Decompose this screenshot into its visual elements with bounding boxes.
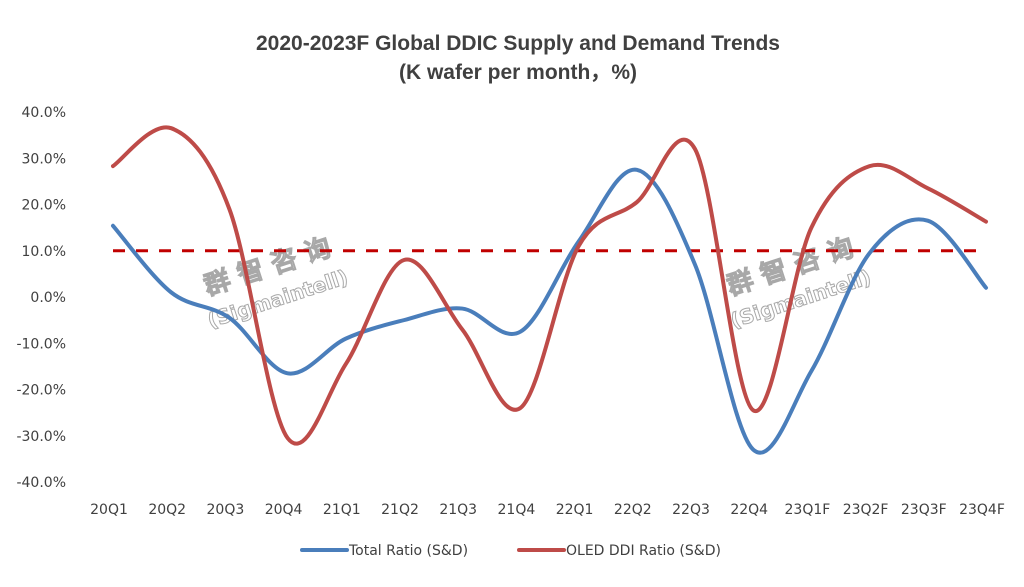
data-point-oled-ddi-ratio-s-d-22q2 xyxy=(635,200,639,204)
data-point-total-ratio-s-d-22q2 xyxy=(635,168,639,172)
data-point-oled-ddi-ratio-s-d-21q1 xyxy=(344,362,348,366)
series-line-oled-ddi-ratio-s-d xyxy=(111,125,988,446)
data-point-oled-ddi-ratio-s-d-23q1f xyxy=(809,226,813,230)
x-tick-label: 21Q4 xyxy=(498,502,536,518)
x-tick-label: 21Q3 xyxy=(439,502,477,518)
x-tick-label: 23Q2F xyxy=(843,502,889,518)
watermark: 群 智 咨 询 (Sigmaintell) xyxy=(199,231,352,333)
data-point-total-ratio-s-d-23q3f xyxy=(926,219,930,223)
data-point-oled-ddi-ratio-s-d-21q4 xyxy=(518,406,522,410)
data-point-total-ratio-s-d-21q4 xyxy=(518,330,522,334)
y-tick-label: 0.0% xyxy=(30,290,66,306)
data-point-oled-ddi-ratio-s-d-23q3f xyxy=(926,186,930,190)
x-tick-label: 21Q2 xyxy=(381,502,419,518)
data-point-total-ratio-s-d-23q4f xyxy=(984,286,988,290)
legend-label-total-ratio: Total Ratio (S&D) xyxy=(348,543,468,559)
x-axis: 20Q1 20Q2 20Q3 20Q4 21Q1 21Q2 21Q3 21Q4 22Q1 22Q2… xyxy=(90,502,1005,518)
x-tick-label: 20Q4 xyxy=(265,502,303,518)
y-tick-label: 10.0% xyxy=(22,244,66,260)
y-tick-label: 40.0% xyxy=(22,105,66,121)
y-tick-label: -20.0% xyxy=(16,383,66,399)
data-point-total-ratio-s-d-22q4 xyxy=(751,448,755,452)
data-point-oled-ddi-ratio-s-d-23q2f xyxy=(868,164,872,168)
data-point-total-ratio-s-d-21q3 xyxy=(460,307,464,311)
data-point-total-ratio-s-d-20q1 xyxy=(111,224,115,228)
y-tick-label: -40.0% xyxy=(16,475,66,491)
x-tick-label: 22Q4 xyxy=(730,502,768,518)
chart-subtitle: (K wafer per month，%) xyxy=(399,61,637,84)
x-tick-label: 21Q1 xyxy=(323,502,361,518)
data-point-total-ratio-s-d-22q3 xyxy=(693,263,697,267)
x-tick-label: 22Q3 xyxy=(672,502,710,518)
x-tick-label: 23Q4F xyxy=(959,502,1005,518)
series-line-total-ratio-s-d xyxy=(111,167,988,455)
data-point-oled-ddi-ratio-s-d-22q4 xyxy=(751,408,755,412)
x-tick-label: 23Q3F xyxy=(901,502,947,518)
data-point-oled-ddi-ratio-s-d-21q3 xyxy=(460,327,464,331)
data-point-oled-ddi-ratio-s-d-20q1 xyxy=(111,164,115,168)
data-point-oled-ddi-ratio-s-d-23q4f xyxy=(984,220,988,224)
data-point-total-ratio-s-d-23q1f xyxy=(809,369,813,373)
data-point-total-ratio-s-d-21q1 xyxy=(344,337,348,341)
y-tick-label: 30.0% xyxy=(22,151,66,167)
x-tick-label: 22Q1 xyxy=(556,502,594,518)
data-point-oled-ddi-ratio-s-d-21q2 xyxy=(402,258,406,262)
x-tick-label: 23Q1F xyxy=(785,502,831,518)
data-point-total-ratio-s-d-21q2 xyxy=(402,318,406,322)
data-point-total-ratio-s-d-20q2 xyxy=(169,290,173,294)
x-tick-label: 20Q3 xyxy=(207,502,245,518)
chart-title: 2020-2023F Global DDIC Supply and Demand… xyxy=(256,32,780,55)
x-tick-label: 20Q1 xyxy=(90,502,128,518)
data-point-oled-ddi-ratio-s-d-20q2 xyxy=(169,126,173,130)
y-tick-label: -30.0% xyxy=(16,429,66,445)
y-tick-label: 20.0% xyxy=(22,198,66,214)
x-tick-label: 20Q2 xyxy=(148,502,186,518)
data-point-total-ratio-s-d-20q4 xyxy=(286,371,290,375)
series-group xyxy=(111,125,988,455)
data-point-oled-ddi-ratio-s-d-22q1 xyxy=(577,244,581,248)
y-tick-label: -10.0% xyxy=(16,336,66,352)
data-point-oled-ddi-ratio-s-d-20q3 xyxy=(227,207,231,211)
data-point-total-ratio-s-d-23q2f xyxy=(868,251,872,255)
data-point-oled-ddi-ratio-s-d-20q4 xyxy=(286,436,290,440)
x-tick-label: 22Q2 xyxy=(614,502,652,518)
y-axis: 40.0% 30.0% 20.0% 10.0% 0.0% -10.0% -20.0% -30.… xyxy=(16,105,66,491)
legend: Total Ratio (S&D) OLED DDI Ratio (S&D) xyxy=(300,543,721,559)
data-point-total-ratio-s-d-20q3 xyxy=(227,316,231,320)
legend-label-oled-ddi-ratio: OLED DDI Ratio (S&D) xyxy=(566,543,721,559)
data-point-oled-ddi-ratio-s-d-22q3 xyxy=(693,147,697,151)
